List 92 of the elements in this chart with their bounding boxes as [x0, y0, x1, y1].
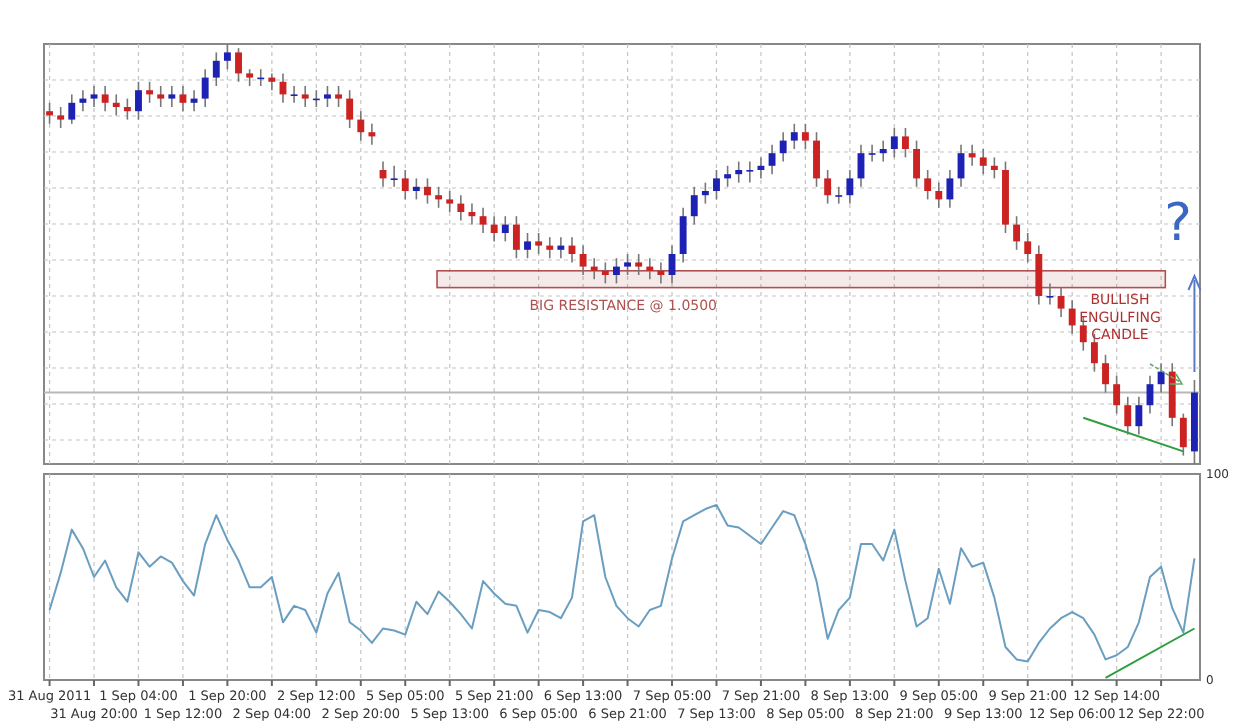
candlestick [724, 165, 732, 188]
candlestick [624, 253, 631, 276]
candlestick [1135, 396, 1143, 436]
candlestick [268, 72, 276, 91]
candlestick [446, 190, 454, 213]
candlestick [946, 169, 954, 209]
candlestick [290, 85, 298, 104]
candlestick [868, 144, 876, 163]
candlestick [790, 123, 798, 150]
candlestick [235, 47, 242, 83]
candlestick [801, 123, 809, 150]
candlestick [746, 160, 754, 184]
candlestick [890, 127, 898, 159]
candlestick [212, 51, 220, 87]
candlestick [1124, 396, 1132, 436]
candlestick [435, 186, 443, 209]
candlestick [679, 207, 687, 264]
candlestick [524, 232, 531, 259]
candlestick [601, 261, 609, 285]
candlestick [1035, 244, 1043, 306]
candlestick [735, 160, 743, 184]
candlestick [1179, 412, 1187, 457]
candlestick [90, 85, 98, 108]
candlestick [879, 139, 887, 163]
candlestick [357, 110, 365, 142]
candlestick [613, 257, 620, 285]
annotation: ? [1164, 194, 1192, 254]
candlestick [479, 207, 487, 234]
candlestick [412, 177, 420, 201]
candlestick [1102, 354, 1109, 394]
candlestick [657, 261, 665, 285]
candlestick [346, 89, 354, 129]
candlestick [813, 131, 820, 188]
candlestick [68, 93, 76, 125]
candlestick [935, 181, 943, 209]
candlestick [1013, 215, 1021, 251]
candlestick [768, 144, 776, 175]
candlestick [1157, 362, 1165, 394]
candlestick [1024, 232, 1032, 264]
candlestick [468, 202, 476, 226]
candlestick [968, 144, 976, 167]
candlestick [713, 169, 720, 201]
candlestick [646, 257, 654, 280]
candlestick [1168, 362, 1176, 427]
candlestick [123, 97, 131, 121]
candlestick [990, 156, 998, 180]
candlestick [1046, 282, 1054, 306]
candlestick [757, 156, 765, 180]
candlestick [924, 169, 932, 201]
candlestick [168, 85, 176, 108]
candlestick [201, 68, 209, 108]
candlestick [57, 106, 65, 129]
candlestick [635, 253, 643, 276]
candlestick [301, 85, 309, 108]
candlestick [546, 236, 554, 259]
candlestick [46, 102, 53, 125]
candlestick [690, 186, 698, 226]
candlestick [835, 186, 843, 205]
candlestick [1113, 375, 1121, 415]
candlestick [979, 148, 987, 175]
candlestick [179, 85, 187, 112]
candlestick [135, 81, 142, 121]
line-series [48, 503, 1196, 663]
candlestick [390, 165, 398, 188]
candlestick [701, 181, 709, 205]
candlestick [457, 194, 465, 222]
candlestick [157, 85, 165, 108]
candlestick [557, 236, 565, 259]
candlestick [223, 43, 231, 70]
candlestick [490, 215, 498, 243]
candlestick [79, 89, 87, 112]
candlestick [146, 81, 154, 104]
candlestick [512, 215, 520, 259]
candlestick [779, 131, 787, 163]
candlestick [1068, 299, 1076, 335]
candlestick [824, 169, 832, 205]
candlestick [368, 123, 376, 146]
candlestick [902, 127, 909, 159]
candlestick [112, 93, 120, 117]
candlestick [101, 85, 109, 112]
candlestick [913, 139, 920, 188]
candlestick [190, 89, 198, 112]
candlestick [501, 215, 509, 243]
candlestick [424, 177, 431, 205]
candlestick [579, 244, 587, 276]
candlestick [335, 85, 342, 108]
candlestick [401, 169, 409, 201]
candlestick [1057, 286, 1065, 318]
candlestick [846, 169, 854, 205]
candlestick [590, 257, 598, 280]
candlestick [535, 232, 543, 255]
candlestick [324, 85, 331, 108]
